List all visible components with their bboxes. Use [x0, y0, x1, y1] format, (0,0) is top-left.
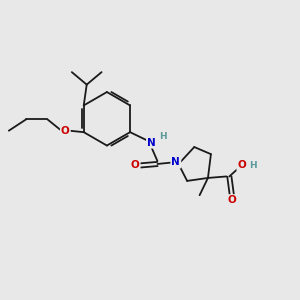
Text: N: N: [147, 138, 156, 148]
Text: O: O: [227, 195, 236, 205]
Text: O: O: [61, 126, 70, 136]
Text: O: O: [237, 160, 246, 170]
Text: H: H: [249, 161, 257, 170]
Text: O: O: [131, 160, 140, 170]
Text: N: N: [172, 158, 180, 167]
Text: H: H: [159, 131, 166, 140]
